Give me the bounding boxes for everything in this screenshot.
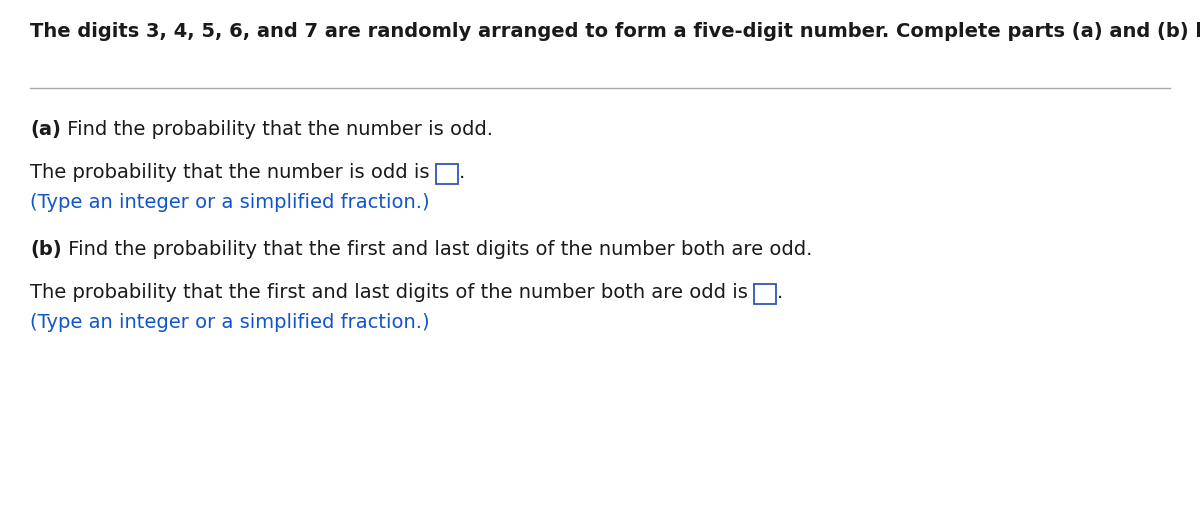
Text: The probability that the first and last digits of the number both are odd is: The probability that the first and last …	[30, 283, 754, 302]
Text: (Type an integer or a simplified fraction.): (Type an integer or a simplified fractio…	[30, 313, 430, 332]
Text: (Type an integer or a simplified fraction.): (Type an integer or a simplified fractio…	[30, 193, 430, 212]
Text: The probability that the number is odd is: The probability that the number is odd i…	[30, 163, 436, 182]
Text: (a): (a)	[30, 120, 61, 139]
Text: .: .	[778, 283, 784, 302]
Text: .: .	[458, 163, 464, 182]
Text: Find the probability that the number is odd.: Find the probability that the number is …	[61, 120, 493, 139]
Text: The digits 3, 4, 5, 6, and 7 are randomly arranged to form a five-digit number. : The digits 3, 4, 5, 6, and 7 are randoml…	[30, 22, 1200, 41]
Text: (b): (b)	[30, 240, 61, 259]
Text: Find the probability that the first and last digits of the number both are odd.: Find the probability that the first and …	[61, 240, 812, 259]
